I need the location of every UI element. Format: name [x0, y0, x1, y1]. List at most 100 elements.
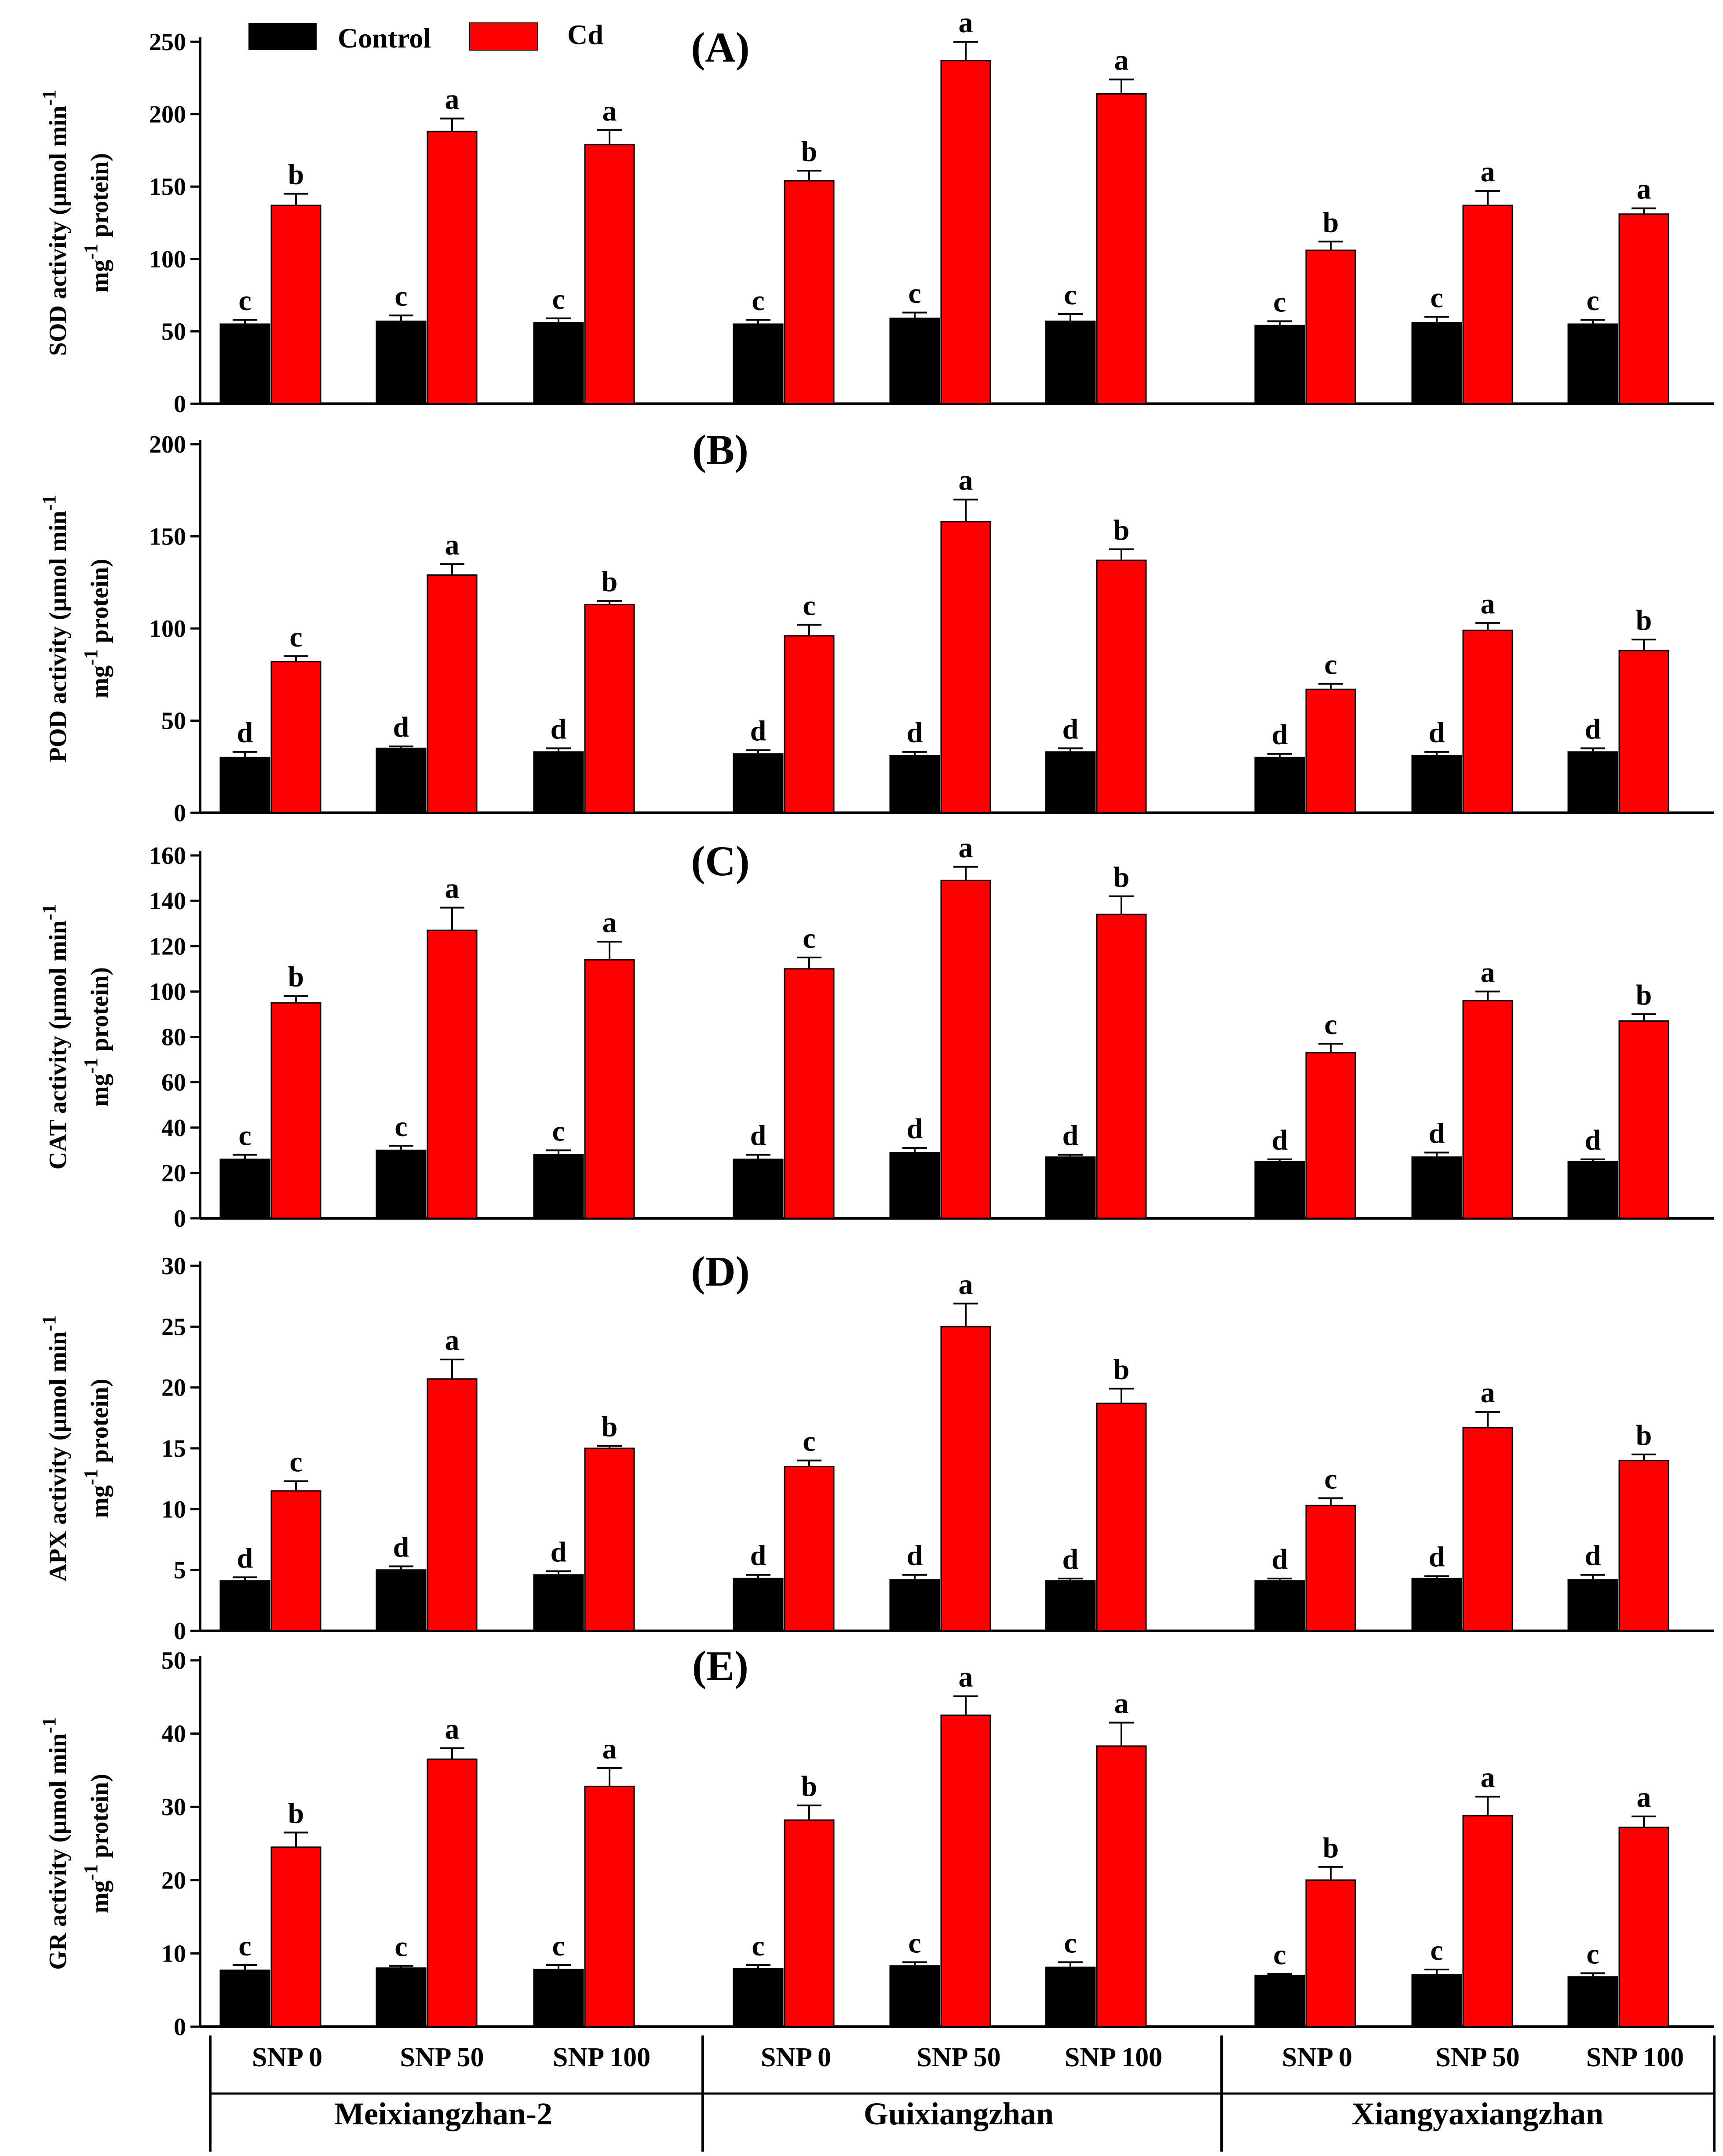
y-axis-label: POD activity (µmol min-1mg-1 protein): [38, 495, 114, 763]
significance-letter: a: [1637, 173, 1651, 205]
bar-cd: [940, 521, 991, 814]
significance-letter: b: [801, 1770, 818, 1802]
y-tick-label: 250: [149, 29, 186, 56]
significance-letter: c: [752, 285, 764, 317]
y-tick-label: 0: [174, 1618, 186, 1645]
y-tick-label: 20: [161, 1867, 186, 1894]
y-tick-label: 80: [161, 1024, 186, 1051]
significance-letter: a: [959, 1268, 973, 1301]
bar-cd: [1096, 914, 1147, 1219]
significance-letter: b: [1113, 514, 1130, 546]
bar-cd: [940, 60, 991, 405]
significance-letter: c: [552, 283, 565, 315]
bar-cd: [1305, 1505, 1356, 1632]
significance-letter: a: [602, 1733, 617, 1765]
bar-cd: [1305, 1879, 1356, 2028]
bar-cd: [784, 968, 835, 1219]
y-tick-label: 150: [149, 173, 186, 201]
bar-cd: [1096, 1745, 1147, 2028]
significance-letter: b: [1636, 979, 1652, 1011]
bar-control: [733, 1968, 784, 2028]
panel-title: (D): [691, 1248, 749, 1295]
significance-letter: c: [1430, 281, 1443, 314]
significance-letter: a: [1481, 1761, 1495, 1794]
bar-cd: [784, 1466, 835, 1632]
bar-control: [733, 1158, 784, 1219]
bar-cd: [784, 180, 835, 405]
bar-control: [733, 753, 784, 814]
y-tick-label: 0: [174, 800, 186, 827]
y-tick-label: 60: [161, 1069, 186, 1096]
significance-letter: a: [602, 95, 617, 127]
panel-e: 0 10 20 30 40 50 GR activity (µmol min-1mg-1 p…: [38, 1642, 1714, 2041]
significance-letter: d: [393, 1531, 409, 1563]
significance-letter: c: [1273, 286, 1286, 318]
significance-letter: b: [602, 566, 618, 598]
significance-letter: a: [445, 529, 460, 561]
bar-control: [376, 320, 427, 405]
y-axis-label: CAT activity (µmol min-1mg-1 protein): [38, 904, 114, 1169]
significance-letter: a: [445, 83, 460, 115]
significance-letter: d: [750, 1540, 767, 1572]
y-tick-label: 120: [149, 933, 186, 960]
bar-cd: [1096, 559, 1147, 814]
bar-control: [889, 1965, 940, 2028]
significance-letter: c: [1430, 1934, 1443, 1966]
x-axis-labels: SNP 0 SNP 50 SNP 100 SNP 0 SNP 50 SNP 10…: [209, 2035, 1716, 2152]
panel-c: 0 20 40 60 80 100 120 140 160 CAT activity (µmol …: [38, 832, 1714, 1232]
y-tick-label: 200: [149, 431, 186, 458]
significance-letter: a: [959, 832, 973, 864]
y-tick-label: 100: [149, 978, 186, 1005]
panel-a: 0 50 100 150 200 250 SOD activity (µmol min-1m…: [38, 7, 1714, 418]
y-axis-label-line2: mg-1 protein): [80, 559, 114, 698]
bar-cd: [1096, 93, 1147, 405]
bar-control: [733, 1578, 784, 1632]
significance-letter: d: [1429, 1117, 1445, 1149]
bar-cd: [940, 1714, 991, 2028]
significance-letter: d: [1585, 713, 1601, 745]
x-tick-label: SNP 100: [553, 2043, 650, 2072]
panel-title: (A): [691, 24, 749, 71]
significance-letter: c: [803, 922, 815, 954]
bar-cd: [1462, 205, 1513, 405]
bar-control: [889, 1579, 940, 1632]
bar-cd: [1618, 213, 1669, 405]
bar-cd: [427, 929, 478, 1219]
bar-cd: [584, 1786, 635, 2028]
significance-letter: c: [394, 280, 407, 312]
significance-letter: a: [1637, 1781, 1651, 1813]
y-tick-label: 20: [161, 1374, 186, 1402]
legend-label-cd: Cd: [567, 19, 603, 50]
significance-letter: c: [238, 285, 251, 317]
y-tick-label: 0: [174, 2013, 186, 2041]
bar-cd: [1462, 1000, 1513, 1219]
significance-letter: d: [237, 717, 253, 749]
significance-letter: b: [1323, 206, 1339, 238]
significance-letter: a: [445, 1324, 460, 1356]
bar-control: [533, 1969, 584, 2028]
bar-control: [533, 751, 584, 814]
significance-letter: a: [959, 464, 973, 497]
significance-letter: b: [1113, 861, 1130, 893]
significance-letter: b: [801, 135, 818, 168]
significance-letter: a: [959, 7, 973, 39]
legend-label-control: Control: [338, 22, 431, 54]
significance-letter: a: [1481, 1377, 1495, 1409]
bar-cd: [1305, 688, 1356, 814]
bar-control: [889, 1151, 940, 1219]
y-tick-label: 150: [149, 523, 186, 551]
x-tick-label: SNP 100: [1065, 2043, 1162, 2072]
bar-control: [733, 323, 784, 405]
significance-letter: c: [289, 621, 302, 653]
y-axis-label-line2: mg-1 protein): [80, 153, 114, 292]
bar-cd: [1305, 249, 1356, 405]
bar-control: [1045, 320, 1096, 405]
y-tick-label: 15: [161, 1435, 186, 1462]
significance-letter: b: [1323, 1832, 1339, 1864]
bar-control: [1567, 1579, 1618, 1632]
y-tick-label: 40: [161, 1721, 186, 1748]
y-axis-label: SOD activity (µmol min-1mg-1 protein): [38, 90, 114, 356]
significance-letter: d: [1429, 717, 1445, 749]
significance-letter: d: [907, 1540, 923, 1572]
